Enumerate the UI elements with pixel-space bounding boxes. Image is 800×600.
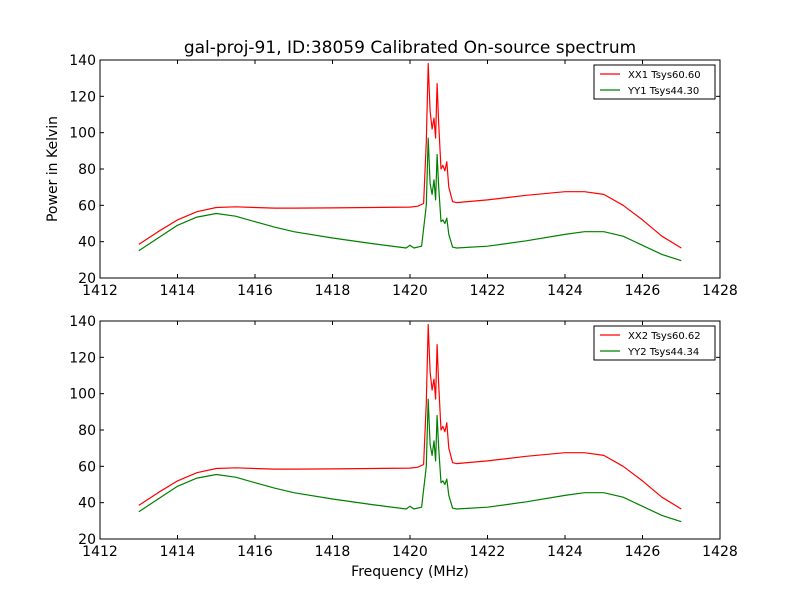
x-tick-label: 1422	[470, 544, 506, 560]
x-tick-label: 1424	[547, 283, 583, 299]
y-tick-label: 120	[69, 350, 96, 366]
y-tick-label: 100	[69, 126, 96, 142]
y-tick-label: 40	[78, 496, 96, 512]
legend-box	[593, 325, 716, 361]
legend-label: YY2 Tsys44.34	[627, 347, 699, 358]
series-line-yy1	[138, 137, 682, 262]
x-tick-label: 1416	[237, 283, 273, 299]
y-tick-label: 60	[78, 198, 96, 214]
x-tick-label: 1416	[237, 544, 273, 560]
legend-label: XX2 Tsys60.62	[628, 331, 701, 342]
x-tick-label: 1418	[315, 283, 351, 299]
legend: XX2 Tsys60.62 YY2 Tsys44.34	[593, 325, 716, 361]
y-tick-label: 20	[78, 532, 96, 548]
series-line-xx1	[138, 62, 682, 249]
chart-title: gal-proj-91, ID:38059 Calibrated On-sour…	[184, 38, 636, 58]
x-axis-label: Frequency (MHz)	[351, 564, 469, 580]
x-tick-label: 1428	[702, 544, 738, 560]
x-tick-label: 1422	[470, 283, 506, 299]
y-tick-label: 80	[78, 423, 96, 439]
x-tick-label: 1412	[82, 283, 118, 299]
legend: XX1 Tsys60.60 YY1 Tsys44.30	[593, 64, 716, 100]
y-tick-label: 80	[78, 162, 96, 178]
top-subplot: 1412 1414 1416 1418 1420 1422 1424 1426 1428 20 40…	[69, 53, 738, 299]
legend-label: YY1 Tsys44.30	[627, 86, 699, 97]
y-tick-label: 140	[69, 314, 96, 330]
x-tick-label: 1414	[160, 544, 196, 560]
x-tick-label: 1412	[82, 544, 118, 560]
x-tick-label: 1424	[547, 544, 583, 560]
x-tick-label: 1414	[160, 283, 196, 299]
y-tick-label: 140	[69, 53, 96, 69]
y-tick-label: 20	[78, 271, 96, 287]
legend-label: XX1 Tsys60.60	[628, 70, 701, 81]
y-tick-label: 100	[69, 387, 96, 403]
legend-box	[593, 64, 716, 100]
y-tick-label: 40	[78, 235, 96, 251]
bottom-subplot: 1412 1414 1416 1418 1420 1422 1424 1426 1428 20 40…	[69, 314, 738, 560]
y-tick-label: 60	[78, 459, 96, 475]
x-tick-label: 1420	[392, 544, 428, 560]
series-line-yy2	[138, 398, 682, 523]
x-tick-label: 1418	[315, 544, 351, 560]
y-axis-label: Power in Kelvin	[45, 116, 61, 222]
x-tick-label: 1426	[625, 544, 661, 560]
x-tick-label: 1428	[702, 283, 738, 299]
x-tick-label: 1426	[625, 283, 661, 299]
x-tick-label: 1420	[392, 283, 428, 299]
series-line-xx2	[138, 324, 682, 510]
y-tick-label: 120	[69, 89, 96, 105]
